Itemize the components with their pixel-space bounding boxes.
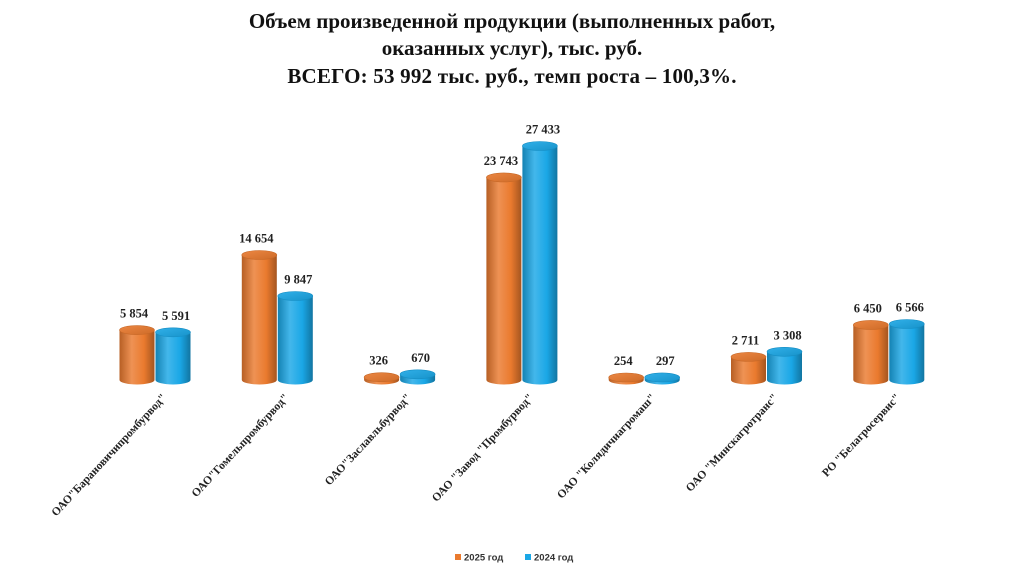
bar-2024-4	[644, 372, 681, 385]
legend-swatch-2025	[455, 554, 461, 560]
value-labels-group: 5 854 5 591 14 654 9 847 326 670 23 743 27 433 2…	[120, 123, 924, 369]
bar-2025-6	[852, 320, 889, 385]
value-label-2025-3: 23 743	[484, 154, 518, 168]
value-label-2025-0: 5 854	[120, 307, 149, 321]
category-label-2: ОАО"Заславльбурвод"	[323, 392, 414, 488]
bars-group	[119, 141, 925, 385]
value-label-2025-2: 326	[369, 354, 388, 368]
category-label-4: ОАО "Колядичиагромаш"	[555, 392, 658, 501]
category-label-6: РО "Белагросервис"	[820, 392, 903, 480]
chart-title: Объем произведенной продукции (выполненн…	[0, 8, 1024, 91]
bar-2025-4	[608, 372, 645, 385]
value-label-2024-0: 5 591	[162, 309, 190, 323]
value-label-2024-6: 6 566	[896, 300, 924, 314]
bar-2025-0	[119, 325, 155, 385]
value-label-2024-4: 297	[656, 354, 675, 368]
bar-2024-2	[399, 369, 436, 385]
title-line-2: оказанных услуг), тыс. руб.	[381, 36, 643, 60]
title-line-3: ВСЕГО: 53 992 тыс. руб., темп роста – 10…	[287, 64, 737, 88]
bar-2024-5	[766, 346, 803, 385]
bar-2025-5	[730, 352, 767, 385]
value-label-2024-5: 3 308	[773, 328, 801, 342]
legend-label-2025: 2025 год	[464, 553, 503, 564]
legend-label-2024: 2024 год	[534, 553, 573, 564]
value-label-2025-5: 2 711	[732, 333, 759, 347]
legend-swatch-2024	[525, 554, 531, 560]
legend: 2025 год 2024 год	[455, 553, 573, 564]
value-label-2024-1: 9 847	[284, 273, 312, 287]
category-label-3: ОАО "Завод "Промбурвод"	[430, 392, 536, 505]
bar-2025-1	[241, 250, 278, 385]
title-line-1: Объем произведенной продукции (выполненн…	[248, 9, 776, 33]
value-label-2025-6: 6 450	[854, 301, 882, 315]
value-label-2025-4: 254	[614, 354, 634, 368]
bar-2024-3	[522, 141, 558, 385]
bar-2025-3	[486, 172, 522, 385]
category-label-5: ОАО "Минскагротранс"	[684, 392, 781, 495]
bar-2024-0	[155, 327, 191, 385]
category-label-0: ОАО"Барановичипромбурвод"	[50, 392, 170, 519]
bar-2025-2	[363, 372, 400, 385]
bar-2024-1	[277, 291, 314, 385]
value-label-2024-3: 27 433	[526, 123, 560, 137]
category-labels-group: ОАО"Барановичипромбурвод" ОАО"Гомельпромб…	[50, 392, 903, 519]
value-label-2025-1: 14 654	[239, 232, 274, 246]
category-label-1: ОАО"Гомельпромбурвод"	[190, 392, 292, 500]
value-label-2024-2: 670	[411, 351, 430, 365]
bar-2024-6	[888, 319, 925, 385]
